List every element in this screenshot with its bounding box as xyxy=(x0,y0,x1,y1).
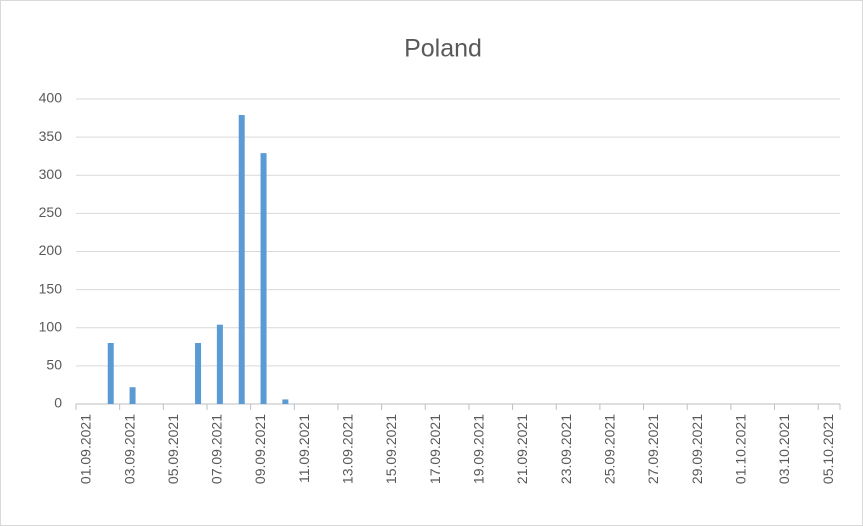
y-tick-label: 200 xyxy=(39,242,63,258)
bar xyxy=(129,387,136,404)
x-tick-label: 21.09.2021 xyxy=(514,414,530,484)
x-tick-label: 07.09.2021 xyxy=(209,414,225,484)
x-tick-label: 03.10.2021 xyxy=(776,414,792,484)
y-tick-label: 400 xyxy=(39,90,63,106)
x-tick-label: 27.09.2021 xyxy=(645,414,661,484)
y-tick-label: 300 xyxy=(39,166,63,182)
y-tick-label: 250 xyxy=(39,204,63,220)
x-tick-label: 01.09.2021 xyxy=(78,414,94,484)
x-tick-label: 23.09.2021 xyxy=(558,414,574,484)
bar xyxy=(238,115,245,404)
x-tick-label: 01.10.2021 xyxy=(732,414,748,484)
x-tick-label: 11.09.2021 xyxy=(296,414,312,483)
x-tick-label: 05.10.2021 xyxy=(820,414,836,484)
y-tick-label: 100 xyxy=(39,318,63,334)
chart-title: Poland xyxy=(404,35,482,63)
y-tick-label: 50 xyxy=(46,357,62,373)
x-tick-label: 19.09.2021 xyxy=(471,414,487,484)
x-tick-label: 25.09.2021 xyxy=(602,414,618,484)
bar xyxy=(107,343,114,404)
bar xyxy=(216,324,223,404)
x-tick-label: 29.09.2021 xyxy=(689,414,705,484)
x-tick-label: 15.09.2021 xyxy=(383,414,399,484)
x-tick-label: 09.09.2021 xyxy=(252,414,268,484)
y-tick-label: 150 xyxy=(39,280,63,296)
y-tick-label: 0 xyxy=(54,395,62,411)
x-tick-label: 05.09.2021 xyxy=(165,414,181,484)
x-tick-label: 03.09.2021 xyxy=(121,414,137,484)
bar xyxy=(195,343,202,404)
bar xyxy=(260,153,267,404)
y-tick-label: 350 xyxy=(39,128,63,144)
x-tick-label: 13.09.2021 xyxy=(340,414,356,484)
x-tick-label: 17.09.2021 xyxy=(427,414,443,484)
bar xyxy=(282,399,289,404)
